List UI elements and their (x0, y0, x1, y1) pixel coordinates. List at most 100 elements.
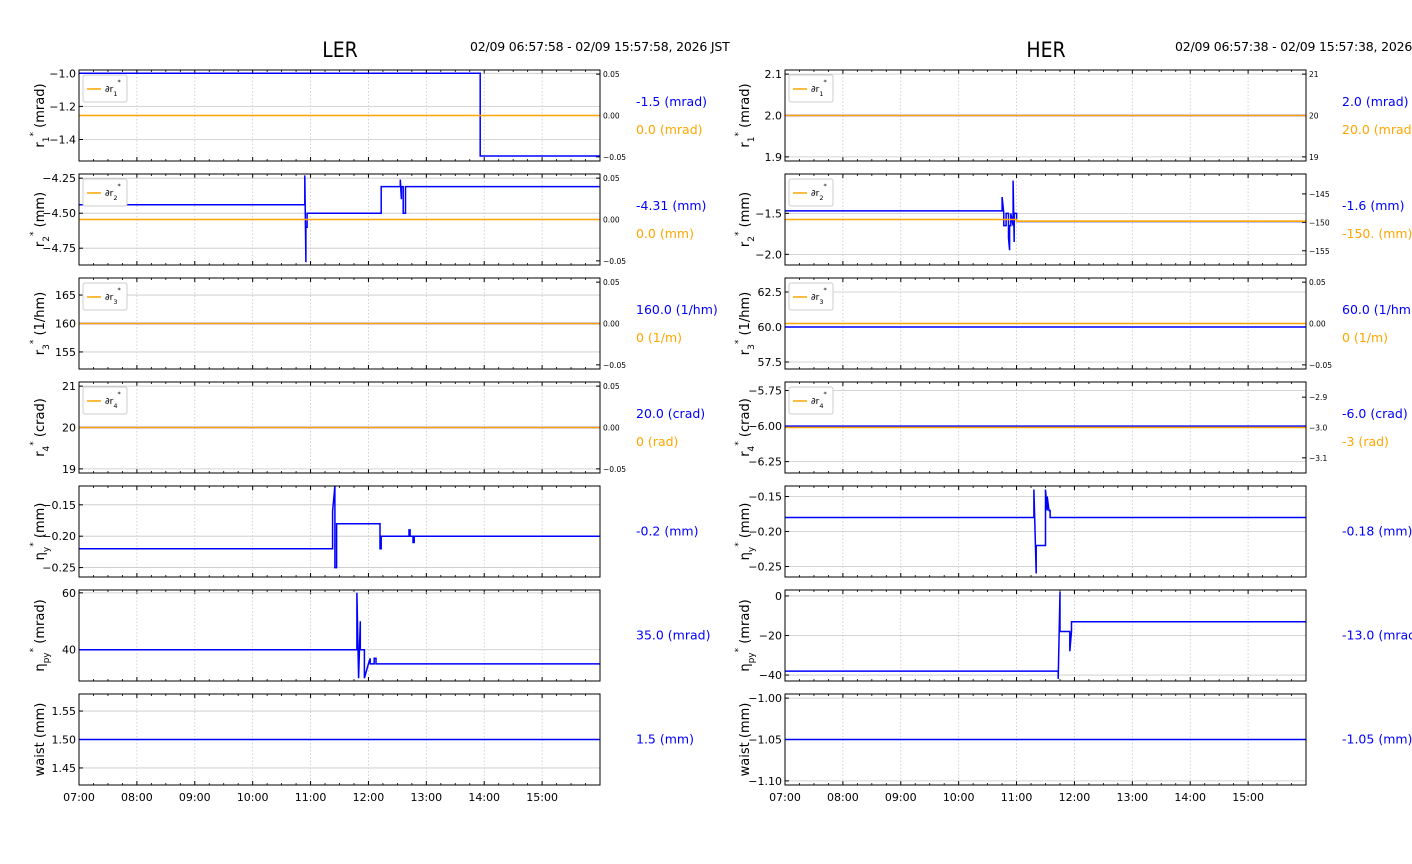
current-value-label: -1.5 (mrad) (636, 94, 707, 109)
y-axis-label: waist (mm) (33, 703, 48, 777)
current-value-label: -1.6 (mm) (1342, 198, 1404, 213)
y-tick-label: −40 (759, 669, 782, 682)
right-y-tick-label: −0.05 (603, 361, 626, 370)
y-axis-label: r3* (1/hm) (734, 292, 757, 355)
right-y-tick-label: 0.05 (603, 70, 620, 79)
legend-box (788, 74, 834, 103)
x-tick-label: 11:00 (295, 791, 327, 804)
right-y-tick-label: 0.00 (603, 320, 620, 329)
right-y-tick-label: −3.0 (1309, 424, 1327, 433)
right-y-tick-label: −0.05 (603, 257, 626, 266)
x-tick-label: 10:00 (943, 791, 975, 804)
delta-value-label: -3 (rad) (1342, 434, 1389, 449)
y-axis-label: r4* (crad) (29, 398, 52, 457)
y-tick-label: 19 (62, 463, 76, 476)
y-tick-label: −1.05 (748, 734, 782, 747)
subplot-3: 62.5 60.0 57.5 0.05 0.00 −0.05 ∂r3* r3* (1/hm) 6… (734, 277, 1412, 370)
legend-box (788, 178, 834, 207)
right-y-tick-label: 0.00 (603, 424, 620, 433)
right-y-tick-label: −2.9 (1309, 393, 1327, 402)
right-y-tick-label: 0.05 (603, 382, 620, 391)
series-line (785, 218, 1306, 222)
y-axis-label: r2* (mm) (734, 192, 757, 247)
axes-frame (78, 69, 601, 162)
y-tick-label: −2.0 (755, 248, 782, 261)
x-tick-label: 08:00 (827, 791, 859, 804)
right-y-tick-label: 0.05 (603, 174, 620, 183)
x-tick-label: 07:00 (63, 791, 95, 804)
y-tick-label: −1.4 (49, 133, 76, 146)
subplot-4: 21 20 19 0.05 0.00 −0.05 ∂r4* r4* (crad) 20.0 (c… (29, 380, 705, 476)
y-tick-label: −4.50 (42, 207, 76, 220)
axes-frame (78, 381, 601, 474)
y-tick-label: −0.15 (748, 491, 782, 504)
subplot-1: 2.1 2.0 1.9 21 20 19 ∂r1* r1* (mrad) 2.0 (mrad) 2… (734, 68, 1412, 164)
x-tick-label: 09:00 (885, 791, 917, 804)
right-y-tick-label: 0.00 (1309, 320, 1326, 329)
right-y-tick-label: 20 (1309, 112, 1319, 121)
y-tick-label: 60.0 (758, 321, 783, 334)
y-tick-label: 1.45 (52, 762, 77, 775)
subplot-2: −4.25−4.50−4.750.050.00−0.05∂r2*r2* (mm)… (29, 172, 706, 266)
series-line (785, 180, 1306, 251)
subplot-3: 165 160 155 0.05 0.00 −0.05 ∂r3* r3* (1/hm) 160.… (29, 277, 718, 370)
y-tick-label: 40 (62, 644, 76, 657)
y-tick-label: 165 (55, 289, 76, 302)
legend-box (82, 282, 128, 311)
x-tick-label: 07:00 (769, 791, 801, 804)
y-tick-label: 1.9 (765, 151, 783, 164)
current-value-label: -13.0 (mrad) (1342, 628, 1412, 643)
y-tick-label: −6.25 (748, 456, 782, 469)
x-tick-label: 11:00 (1001, 791, 1033, 804)
y-tick-label: −4.25 (42, 172, 76, 185)
subplot-4: −5.75 −6.00 −6.25 −2.9 −3.0 −3.1 ∂r4* r4* (crad… (734, 381, 1408, 474)
x-tick-label: 15:00 (526, 791, 558, 804)
y-tick-label: −1.5 (755, 207, 782, 220)
axes-frame (784, 69, 1307, 162)
series-line (79, 175, 600, 263)
y-axis-label: r1* (mrad) (734, 83, 757, 147)
x-tick-label: 12:00 (1059, 791, 1091, 804)
legend: ∂r4* (788, 386, 834, 415)
legend-box (82, 178, 128, 207)
right-y-tick-label: 0.00 (603, 216, 620, 225)
axes-frame (784, 381, 1307, 474)
subplot-1: −1.0 −1.2 −1.4 0.05 0.00 −0.05 ∂r1* r1* (mrad) -… (29, 67, 707, 162)
legend-box (788, 386, 834, 415)
current-value-label: -0.2 (mm) (636, 524, 698, 539)
y-tick-label: 1.50 (52, 734, 77, 747)
legend: ∂r4* (82, 386, 128, 415)
y-tick-label: 2.0 (765, 110, 783, 123)
axes-frame (784, 589, 1307, 682)
ler-panel: −1.0 −1.2 −1.4 0.05 0.00 −0.05 ∂r1* r1* (mrad) -… (29, 67, 718, 804)
series-line (785, 591, 1306, 680)
y-tick-label: −0.15 (42, 499, 76, 512)
y-axis-label: waist (mm) (738, 703, 753, 777)
y-tick-label: 0 (775, 590, 782, 603)
series-line (785, 489, 1306, 574)
y-tick-label: −20 (759, 630, 782, 643)
legend: ∂r2* (788, 178, 834, 207)
legend-box (82, 386, 128, 415)
current-value-label: -1.05 (mm) (1342, 732, 1412, 747)
axes-frame (78, 173, 601, 266)
x-tick-label: 09:00 (179, 791, 211, 804)
axes-frame (78, 485, 601, 578)
right-y-tick-label: −0.05 (1309, 361, 1332, 370)
delta-value-label: 20.0 (mrad) (1342, 122, 1412, 137)
y-tick-label: −1.10 (748, 775, 782, 788)
y-tick-label: −1.0 (49, 67, 76, 80)
y-tick-label: −0.20 (42, 530, 76, 543)
x-tick-label: 13:00 (410, 791, 442, 804)
x-tick-label: 14:00 (468, 791, 500, 804)
right-y-tick-label: −0.05 (603, 153, 626, 162)
legend: ∂r2* (82, 178, 128, 207)
current-value-label: 2.0 (mrad) (1342, 94, 1409, 109)
axes-frame (784, 693, 1307, 786)
current-value-label: 160.0 (1/hm) (636, 302, 718, 317)
legend-box (788, 282, 834, 311)
current-value-label: -0.18 (mm) (1342, 524, 1412, 539)
